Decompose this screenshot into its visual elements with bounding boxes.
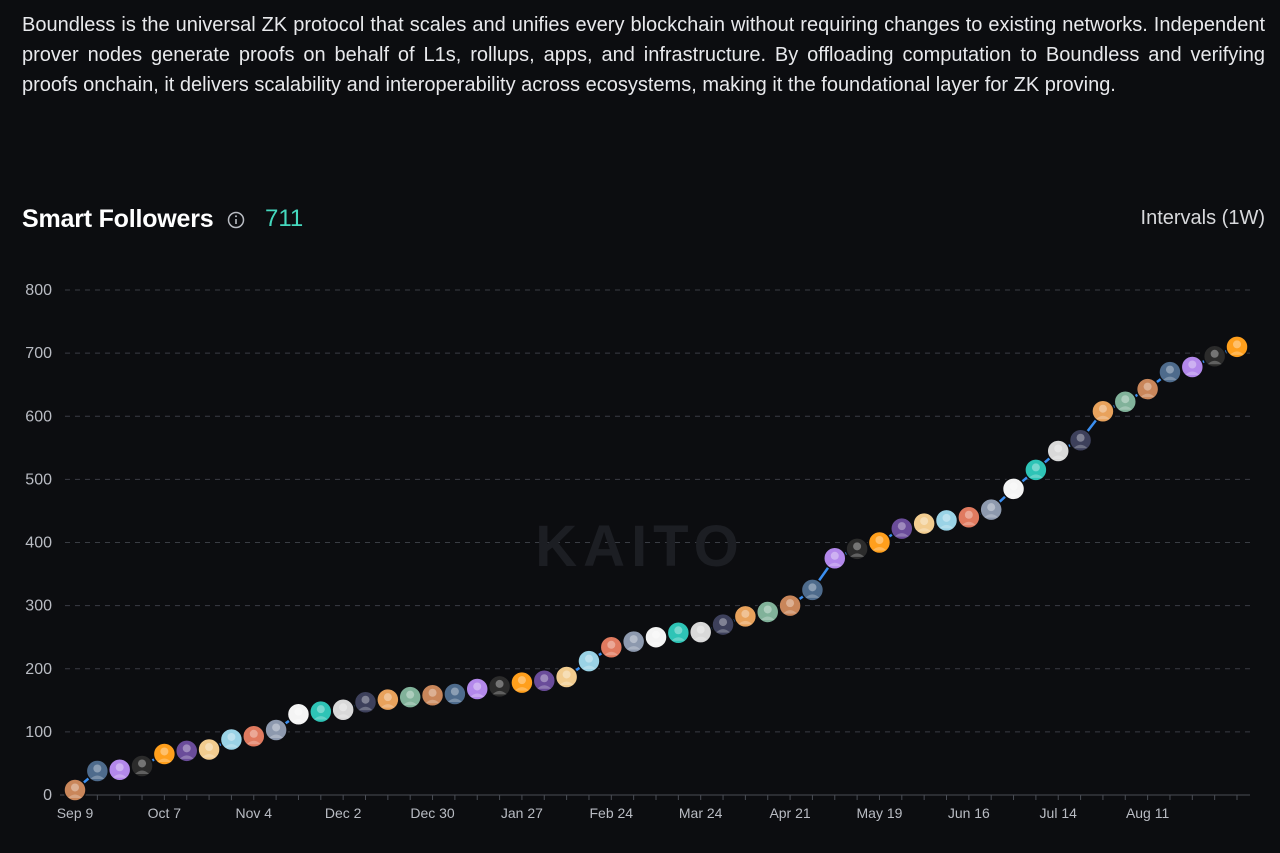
x-tick-label: Jan 27	[501, 805, 543, 821]
smart-followers-chart: 0 100 200 300 400 500 600 700 800 KAITO Sep 9 Oct…	[25, 282, 1250, 821]
y-tick-label: 500	[25, 471, 52, 488]
data-point-avatar[interactable]	[778, 593, 802, 618]
data-point-avatar[interactable]	[845, 537, 869, 561]
x-tick-label: Dec 30	[410, 805, 455, 821]
data-point-avatar[interactable]	[823, 546, 847, 571]
grid-layer: 0 100 200 300 400 500 600 700 800	[25, 282, 1250, 804]
x-axis: Sep 9 Oct 7 Nov 4 Dec 2 Dec 30 Jan 27 Feb 24 Ma…	[57, 794, 1250, 821]
data-point-avatar[interactable]	[666, 621, 691, 645]
data-point-avatar[interactable]	[577, 649, 601, 673]
x-tick-label: Dec 2	[325, 805, 362, 821]
data-point-avatar[interactable]	[867, 530, 892, 555]
y-tick-label: 0	[43, 787, 52, 804]
data-point-avatar[interactable]	[197, 737, 221, 762]
data-point-avatar[interactable]	[174, 739, 199, 763]
data-point-avatar[interactable]	[599, 635, 624, 660]
data-point-avatar[interactable]	[532, 668, 557, 693]
x-tick-label: Jul 14	[1040, 805, 1078, 821]
data-point-avatar[interactable]	[130, 754, 154, 778]
y-tick-label: 100	[25, 724, 52, 741]
avatar-markers	[63, 335, 1249, 802]
y-tick-label: 400	[25, 535, 52, 552]
chart-header: Smart Followers 711 Intervals (1W)	[22, 205, 1265, 239]
data-point-avatar[interactable]	[934, 508, 959, 533]
data-point-avatar[interactable]	[912, 511, 936, 536]
x-tick-label: Nov 4	[235, 805, 272, 821]
data-point-avatar[interactable]	[487, 674, 512, 699]
data-point-avatar[interactable]	[465, 677, 489, 701]
project-description: Boundless is the universal ZK protocol t…	[22, 14, 1265, 96]
data-point-avatar[interactable]	[621, 629, 646, 654]
y-tick-label: 800	[25, 282, 52, 299]
data-point-avatar[interactable]	[1024, 458, 1048, 482]
x-tick-label: Mar 24	[679, 805, 723, 821]
x-tick-label: May 19	[857, 805, 903, 821]
data-point-avatar[interactable]	[353, 690, 378, 714]
intervals-selector[interactable]: Intervals (1W)	[1140, 207, 1265, 229]
data-point-avatar[interactable]	[1135, 377, 1160, 401]
data-point-avatar[interactable]	[979, 497, 1003, 522]
data-point-avatar[interactable]	[1001, 477, 1026, 501]
data-point-avatar[interactable]	[242, 724, 266, 749]
data-point-avatar[interactable]	[63, 778, 87, 802]
x-tick-label: Aug 11	[1126, 805, 1170, 821]
data-point-avatar[interactable]	[309, 699, 333, 724]
data-point-avatar[interactable]	[1113, 389, 1138, 414]
data-point-avatar[interactable]	[755, 600, 780, 624]
data-point-avatar[interactable]	[286, 702, 311, 726]
y-tick-label: 600	[25, 408, 52, 425]
data-point-avatar[interactable]	[331, 698, 355, 722]
y-tick-label: 200	[25, 661, 52, 678]
data-point-avatar[interactable]	[420, 683, 445, 708]
x-tick-label: Apr 21	[769, 805, 810, 821]
data-point-avatar[interactable]	[1158, 360, 1182, 384]
y-tick-label: 300	[25, 598, 52, 615]
info-icon[interactable]	[227, 211, 245, 229]
x-tick-label: Jun 16	[948, 805, 990, 821]
x-tick-label: Sep 9	[57, 805, 94, 821]
kaito-watermark: KAITO	[535, 514, 744, 579]
data-point-avatar[interactable]	[1091, 399, 1115, 423]
data-point-avatar[interactable]	[376, 687, 400, 712]
data-point-avatar[interactable]	[510, 670, 534, 695]
data-point-avatar[interactable]	[957, 505, 981, 529]
data-point-avatar[interactable]	[398, 685, 422, 709]
data-point-avatar[interactable]	[554, 665, 579, 689]
data-point-avatar[interactable]	[688, 620, 713, 644]
data-point-avatar[interactable]	[1180, 355, 1205, 379]
data-point-avatar[interactable]	[219, 727, 244, 752]
data-point-avatar[interactable]	[644, 625, 668, 649]
data-point-avatar[interactable]	[1225, 335, 1249, 359]
data-point-avatar[interactable]	[443, 682, 467, 706]
data-point-avatar[interactable]	[711, 612, 735, 637]
data-point-avatar[interactable]	[1202, 344, 1227, 369]
smart-followers-count: 711	[265, 205, 304, 232]
x-tick-label: Oct 7	[148, 805, 182, 821]
data-point-avatar[interactable]	[733, 604, 758, 629]
data-point-avatar[interactable]	[800, 578, 825, 602]
section-title: Smart Followers	[22, 205, 214, 233]
data-point-avatar[interactable]	[890, 516, 914, 541]
y-tick-label: 700	[25, 345, 52, 362]
data-point-avatar[interactable]	[85, 759, 110, 783]
data-point-avatar[interactable]	[264, 718, 288, 742]
data-point-avatar[interactable]	[1068, 428, 1093, 452]
data-point-avatar[interactable]	[107, 758, 132, 782]
data-point-avatar[interactable]	[1046, 439, 1070, 463]
x-tick-label: Feb 24	[590, 805, 634, 821]
data-point-avatar[interactable]	[152, 742, 177, 766]
